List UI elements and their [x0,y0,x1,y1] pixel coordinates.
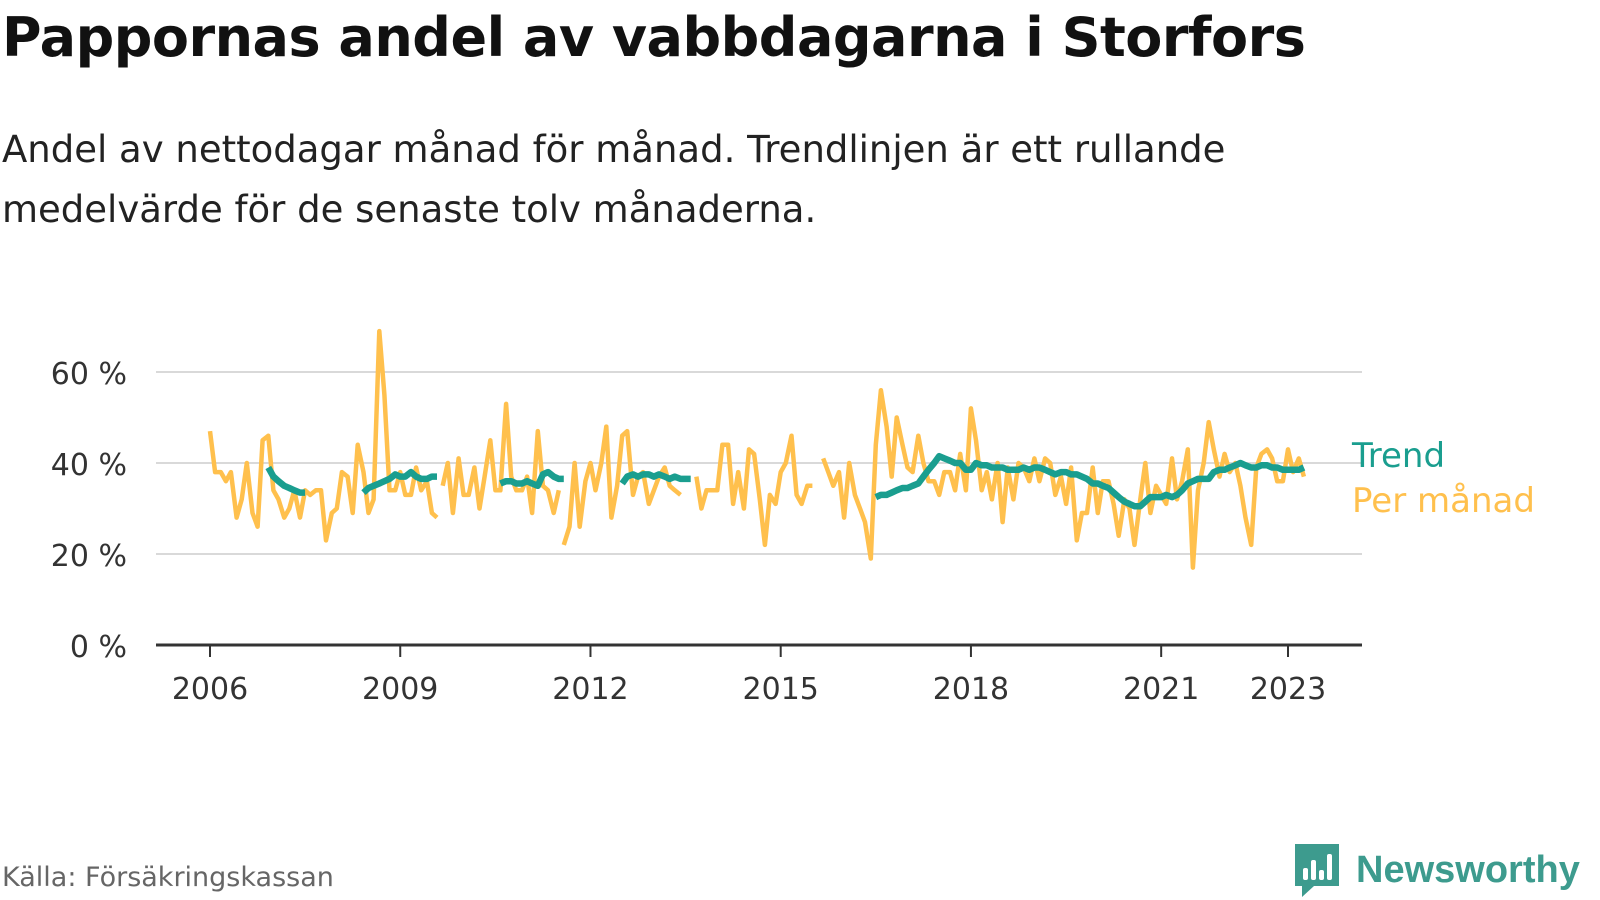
chart-subtitle: Andel av nettodagar månad för månad. Tre… [2,128,1226,231]
x-tick-label-2015: 2015 [743,672,819,707]
x-tick-label-2012: 2012 [552,672,628,707]
trend-segment-3 [499,468,564,490]
per-manad-segment-3 [561,424,682,546]
per-manad-segment-1 [207,328,439,543]
x-tick-label-2018: 2018 [933,672,1009,707]
brand-name: Newsworthy [1356,848,1580,891]
brand-logo: Newsworthy [1292,842,1580,898]
y-tick-label-60: 60 % [51,357,127,392]
per-manad-segment-2 [440,401,561,516]
x-tick-label-2021: 2021 [1123,672,1199,707]
legend-label-per-manad: Per månad [1352,481,1535,521]
y-tick-label-40: 40 % [51,448,127,483]
trend-segment-2 [361,468,437,495]
newsworthy-logo-icon [1295,844,1339,897]
per-manad-segment-4 [694,433,813,548]
x-axis-ticks: 2006 2009 2012 2015 2018 2021 2023 [172,645,1326,707]
chart-title: Pappornas andel av vabbdagarna i Storfor… [2,6,1306,69]
per-manad-segment-5 [821,387,1307,570]
source-note: Källa: Försäkringskassan [2,862,334,893]
y-tick-label-20: 20 % [51,539,127,574]
trend-segment-4 [619,471,691,486]
legend-label-trend: Trend [1351,436,1445,476]
x-tick-label-2009: 2009 [362,672,438,707]
series-trend [265,452,1306,510]
x-tick-label-2023: 2023 [1250,672,1326,707]
x-tick-label-2006: 2006 [172,672,248,707]
trend-segment-1 [265,465,306,496]
series-per-manad [207,328,1307,570]
y-axis-ticks: 0 % 20 % 40 % 60 % [51,357,127,665]
trend-segment-5 [874,452,1306,510]
grid-lines [156,371,1362,555]
y-tick-label-0: 0 % [70,630,127,665]
